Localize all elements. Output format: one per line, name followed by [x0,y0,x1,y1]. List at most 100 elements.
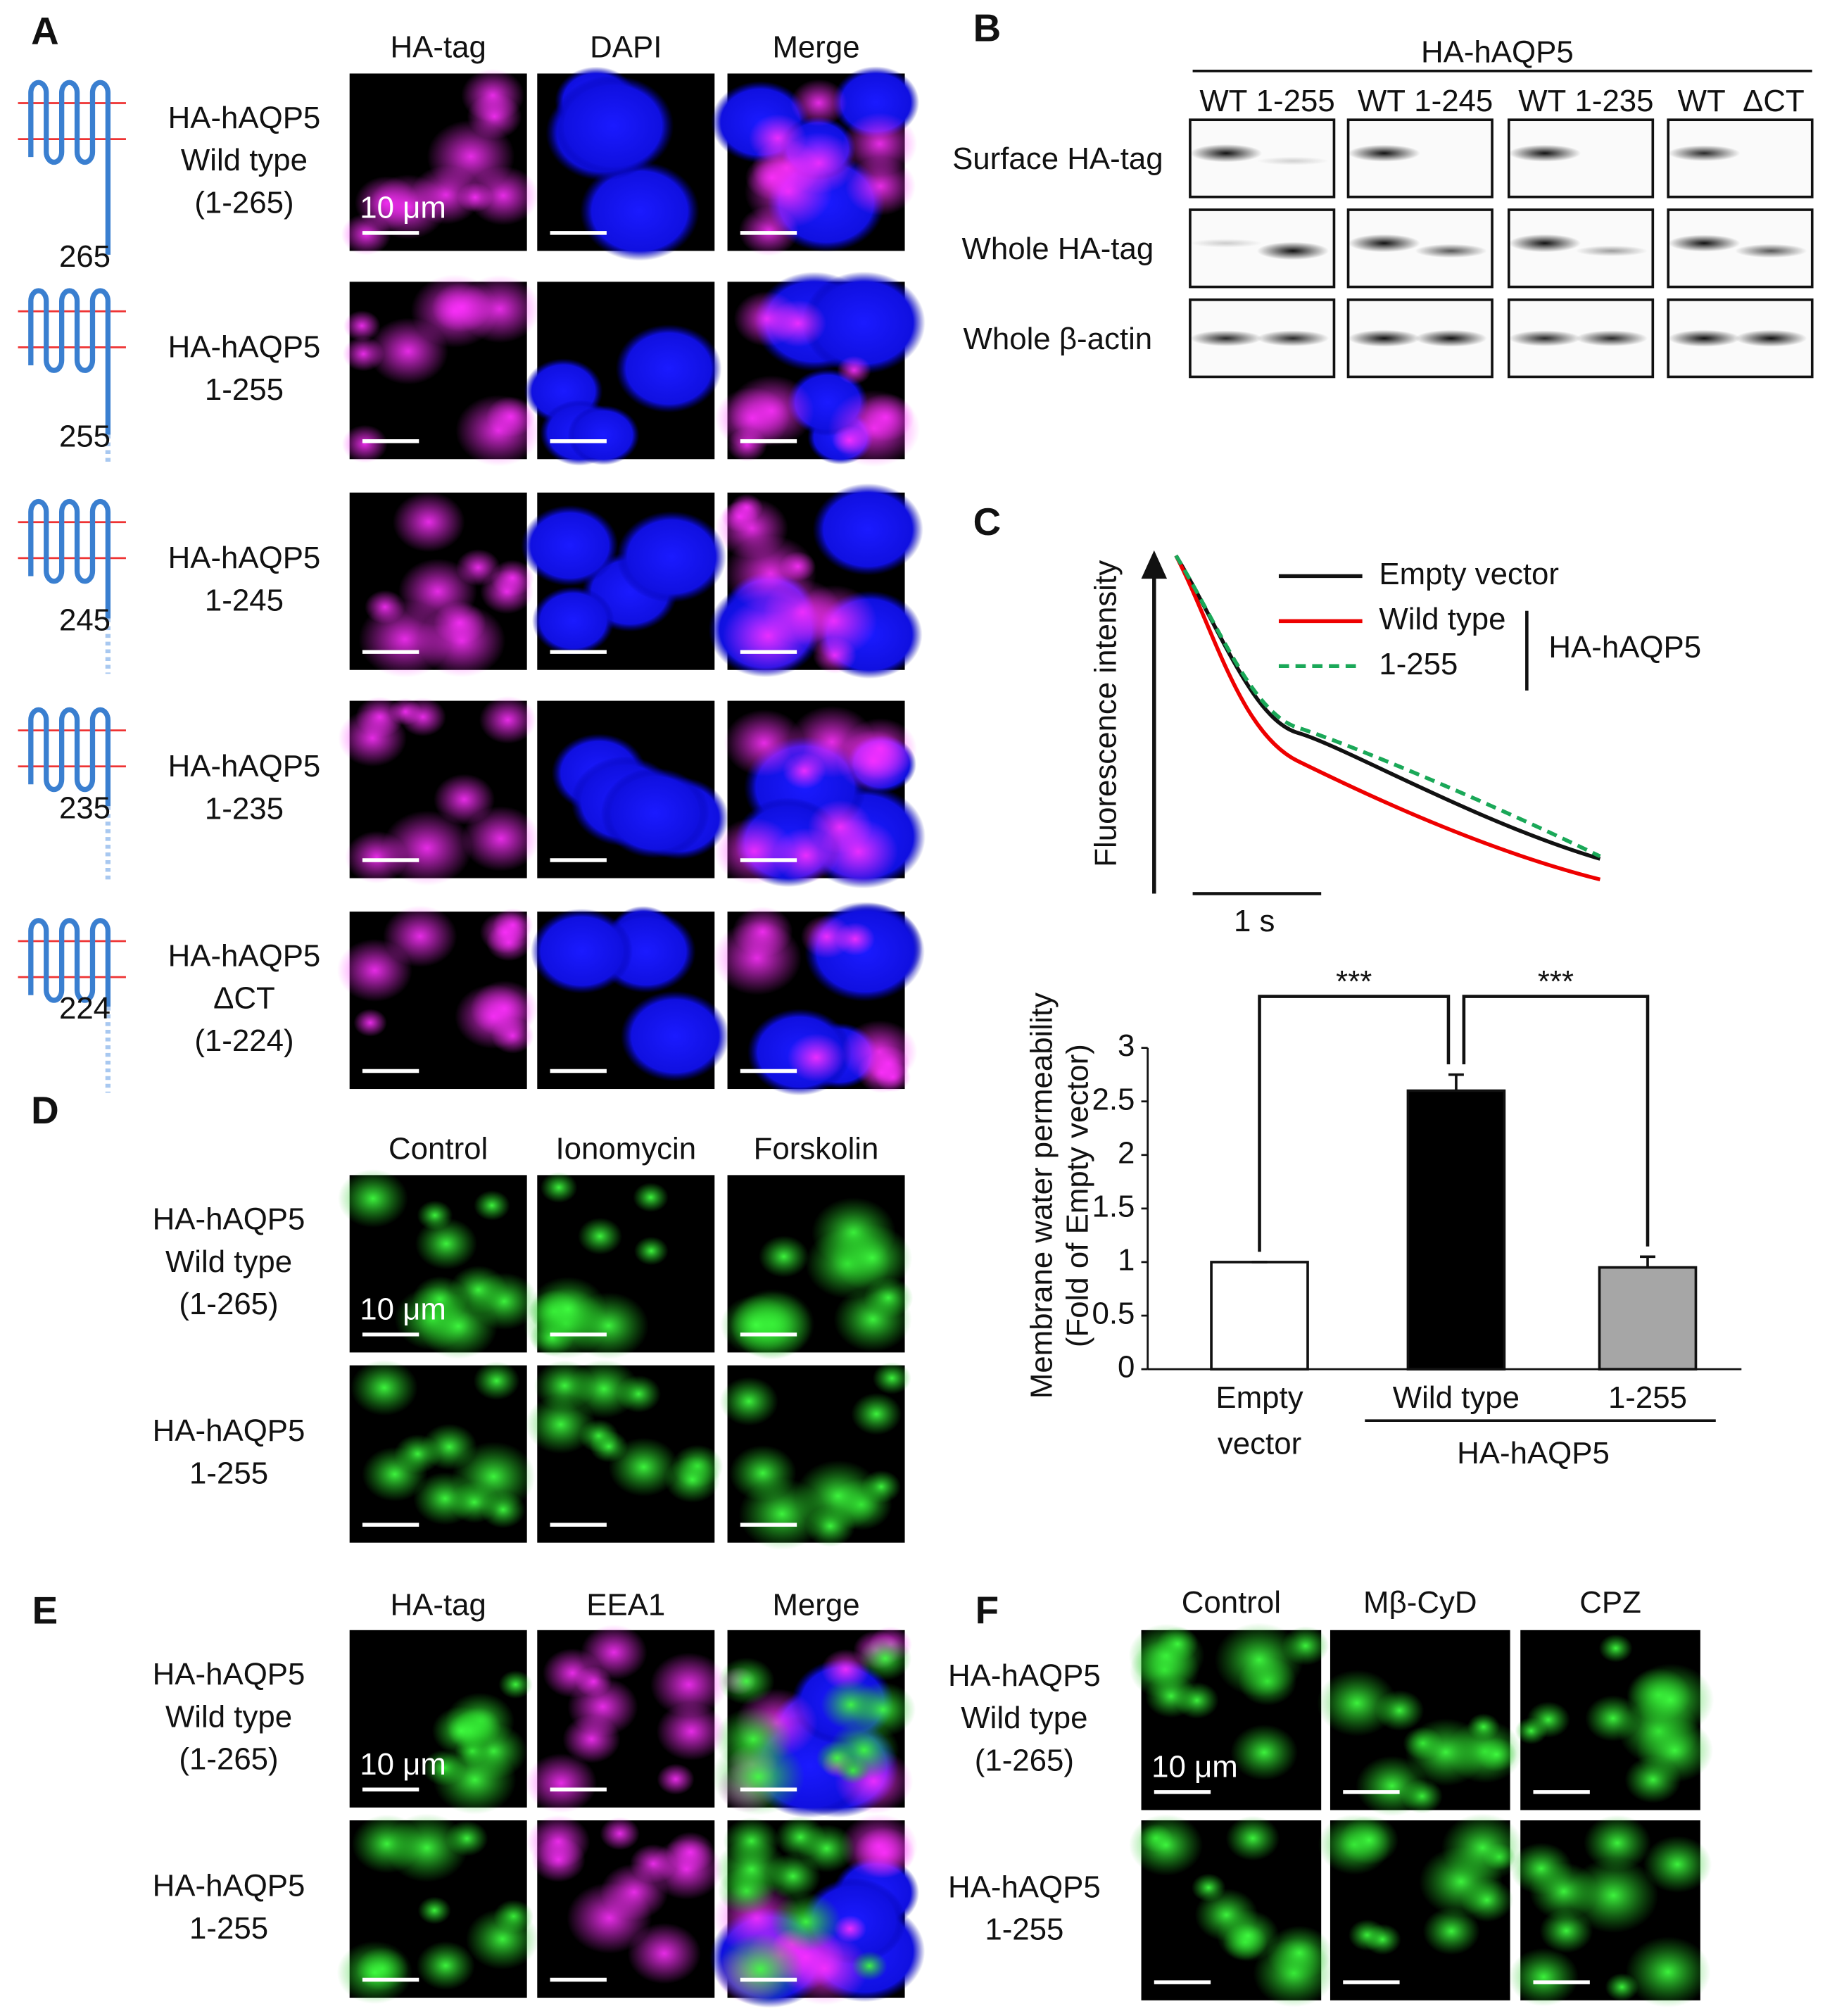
label: CPZ [1579,1585,1641,1620]
label: Wild type [165,1699,292,1734]
label: 1 [1118,1243,1135,1278]
label: Mβ-CyD [1363,1585,1477,1620]
bar [1406,1089,1506,1371]
label: ΔCT [1743,84,1805,118]
signal [473,1361,520,1401]
label: (1-224) [194,1023,293,1058]
signal [1598,1634,1633,1663]
signal [745,155,799,201]
signal [1627,1663,1715,1737]
signal [392,491,465,553]
label: Control [389,1131,488,1166]
label: 3 [1118,1028,1135,1063]
label: 245 [59,603,110,638]
signal [417,1896,451,1924]
signal [486,396,536,438]
label: 1.5 [1092,1189,1135,1223]
signal [717,1933,804,2005]
signal [1282,1626,1330,1665]
signal [738,206,799,256]
signal [362,1447,428,1502]
signal [479,695,537,744]
signal [837,355,871,385]
signal [600,1817,640,1851]
signal [552,75,674,177]
band [1256,330,1330,346]
signal [724,709,804,777]
signal [343,310,381,341]
signal [771,1892,842,1951]
label: *** [1538,964,1574,999]
signal [1339,1815,1399,1865]
label: HA-tag [391,30,486,64]
signal [461,68,525,122]
label: HA-hAQP5 [168,749,321,783]
signal [577,1217,623,1255]
signal [720,1294,792,1356]
signal [1230,1724,1298,1781]
arrow [1141,550,1168,579]
signal [842,113,918,175]
signal [812,636,857,674]
signal [568,1359,640,1418]
label: EEA1 [586,1588,665,1623]
signal [758,1235,809,1278]
label: HA-hAQP5 [948,1870,1101,1904]
label: 1-255 [189,1456,268,1490]
signal [433,1745,517,1815]
signal [531,908,633,994]
signal [351,1359,418,1416]
signal [600,767,710,859]
signal [787,1033,845,1082]
signal [627,1922,701,1984]
label: DAPI [590,30,662,64]
signal [474,1190,510,1221]
label: 1-235 [205,791,284,826]
label: (1-265) [179,1287,278,1321]
label: B [973,6,1002,50]
signal [850,1682,916,1737]
label: E [32,1589,58,1632]
signal [857,1052,907,1093]
label: Wild type [1379,602,1505,636]
signal [797,1824,856,1873]
signal [567,1882,652,1954]
label: Merge [772,1588,859,1623]
signal [657,1763,695,1795]
label: 1-235 [1574,84,1653,118]
signal [633,1182,669,1213]
label: 2.5 [1092,1082,1135,1116]
signal [732,906,793,957]
label: Empty vector [1379,557,1559,591]
signal [836,730,910,792]
signal [851,1392,902,1435]
signal [431,1706,491,1756]
label: (Fold of Empty vector) [1060,1044,1094,1347]
band [1668,234,1741,252]
signal [728,375,814,447]
band [1189,144,1263,163]
label: 224 [59,991,110,1026]
signal [1508,1948,1579,2006]
signal [467,165,539,226]
label: Merge [772,30,859,64]
signal [341,424,388,463]
signal [722,598,814,674]
label: 0 [1118,1350,1135,1385]
topology [28,288,111,435]
signal [525,1394,596,1454]
signal [336,1941,413,2005]
signal [1467,1713,1500,1741]
signal [633,1236,669,1266]
signal [470,980,538,1038]
signal [1266,1925,1332,1981]
signal [1625,1936,1711,2008]
signal [1363,1924,1401,1955]
signal [620,990,730,1082]
signal [338,1169,408,1228]
signal [581,1624,648,1680]
label: WT [1358,84,1406,118]
signal [525,1753,598,1813]
category-box: 1-255 [1608,1381,1687,1416]
